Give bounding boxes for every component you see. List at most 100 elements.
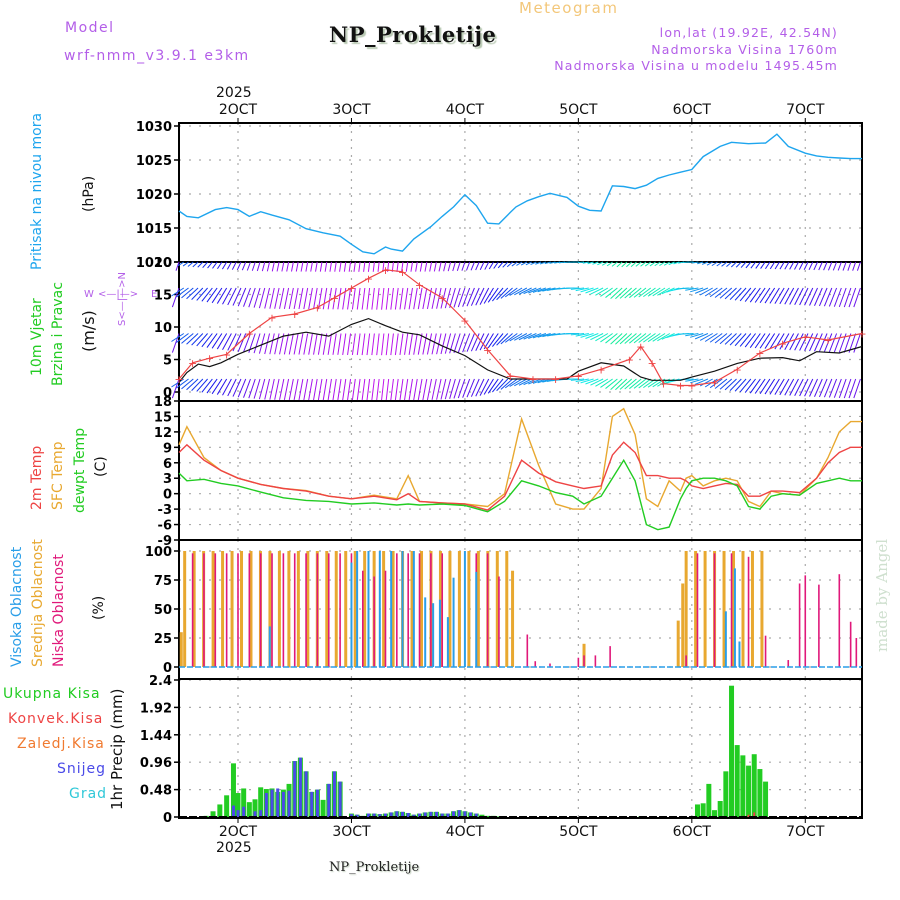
precip-snow-bar — [452, 811, 456, 817]
wind-barb — [704, 333, 718, 342]
wind-barb — [479, 287, 490, 305]
wind-barb — [371, 287, 375, 310]
wind-barb — [422, 287, 428, 310]
cloud-low-bar — [838, 574, 841, 667]
wind-barb — [546, 333, 561, 337]
wind-barb — [828, 378, 838, 398]
cloud-mid-bar — [249, 551, 253, 667]
wind-barb — [452, 261, 456, 272]
wind-barb — [523, 333, 537, 340]
precip-conv-bar — [741, 815, 744, 817]
precip-snow-bar — [401, 811, 405, 817]
wind-barb — [611, 261, 618, 267]
x-tick-label-bottom: 7OCT — [786, 824, 825, 840]
cloud-high-bar — [724, 611, 727, 667]
wind-barb — [680, 287, 694, 290]
precip-total-bar — [434, 811, 440, 817]
wind-barb — [492, 287, 504, 302]
wind-barb — [433, 261, 437, 272]
wind-axis-title-2: Brzina i Pravac — [50, 282, 66, 386]
wind-barb — [709, 333, 723, 343]
wind-barb — [605, 378, 618, 389]
wind-barb — [431, 287, 437, 309]
wind-barb — [327, 333, 332, 355]
y-tick-label: 5 — [163, 354, 172, 369]
wind-barb — [699, 378, 713, 387]
wind-barb — [342, 333, 347, 355]
gust-marker: + — [222, 348, 231, 361]
legend-hail: Grad — [69, 786, 108, 802]
wind-barb — [853, 287, 861, 308]
wind-barb — [237, 333, 247, 352]
wind-barb — [739, 333, 752, 347]
y-tick-label: 1020 — [136, 188, 172, 203]
wind-barb — [429, 261, 433, 272]
precip-snow-bar — [418, 813, 422, 817]
cloud-low-bar — [271, 553, 273, 667]
wind-barb — [298, 378, 304, 401]
wind-barb — [556, 333, 570, 336]
wind-barb — [769, 333, 780, 350]
wind-barb — [794, 333, 804, 351]
cloud-mid-title: Srednja Oblacnost — [30, 539, 46, 667]
cloud-low-bar — [293, 553, 296, 667]
cloud-low-bar — [361, 570, 364, 667]
wind-barb — [818, 261, 823, 271]
wind-barb — [479, 378, 490, 396]
wind-barb — [462, 287, 471, 307]
wind-barb — [843, 378, 852, 399]
wind-barb — [511, 261, 518, 267]
precip-snow-bar — [412, 814, 416, 817]
wind-barb — [779, 378, 790, 396]
cloud-mid-bar — [420, 551, 424, 667]
x-tick-label-bottom: 4OCT — [446, 824, 485, 840]
wind-barb — [483, 378, 494, 395]
wind-barb — [779, 287, 790, 305]
wind-barb — [724, 333, 737, 345]
wind-barb — [721, 261, 728, 267]
wind-barb — [808, 261, 814, 271]
cloud-low-bar — [764, 635, 767, 667]
wind-barb — [377, 261, 380, 272]
wind-barb — [327, 287, 332, 310]
cloud-high-title: Visoka Oblacnost — [9, 546, 25, 667]
footer-station: NP_Prokletije — [329, 860, 420, 875]
wind-barb — [351, 333, 356, 356]
wind-barb — [514, 287, 528, 296]
precip-total-bar — [217, 804, 223, 817]
cloud-low-bar — [849, 621, 852, 667]
wind-barb — [724, 287, 737, 300]
precip-total-bar — [757, 769, 763, 817]
wind-barb — [391, 261, 394, 272]
wind-barb — [685, 287, 699, 291]
wind-barb — [804, 378, 814, 397]
cloud-low-bar — [534, 661, 537, 667]
wind-barb — [647, 333, 661, 343]
cloud-mid-bar — [703, 551, 707, 667]
wind-barb — [570, 378, 585, 381]
wind-speed-line — [178, 317, 863, 383]
wind-barb — [390, 333, 394, 356]
wind-barb — [749, 287, 761, 303]
wind-barb — [759, 378, 771, 395]
wind-barb — [644, 261, 652, 267]
wind-barb — [366, 287, 371, 310]
wind-barb — [654, 261, 661, 267]
wind-barb — [376, 333, 380, 356]
wind-barb — [298, 287, 304, 310]
wind-barb — [600, 333, 613, 343]
wind-barb — [853, 333, 861, 353]
wind-barb — [561, 378, 575, 381]
wind-barb — [592, 261, 599, 265]
wind-barb — [734, 287, 747, 301]
wind-barb — [804, 287, 814, 306]
wind-barb — [372, 261, 375, 272]
gust-marker: + — [659, 378, 668, 391]
cloud-mid-bar — [240, 551, 244, 667]
wind-barb — [580, 378, 594, 384]
wind-barb — [286, 261, 290, 272]
precip-snow-bar — [293, 761, 297, 817]
cloud-mid-bar — [211, 551, 215, 667]
wind-barb — [649, 261, 656, 267]
precip-total-bar — [751, 754, 757, 817]
